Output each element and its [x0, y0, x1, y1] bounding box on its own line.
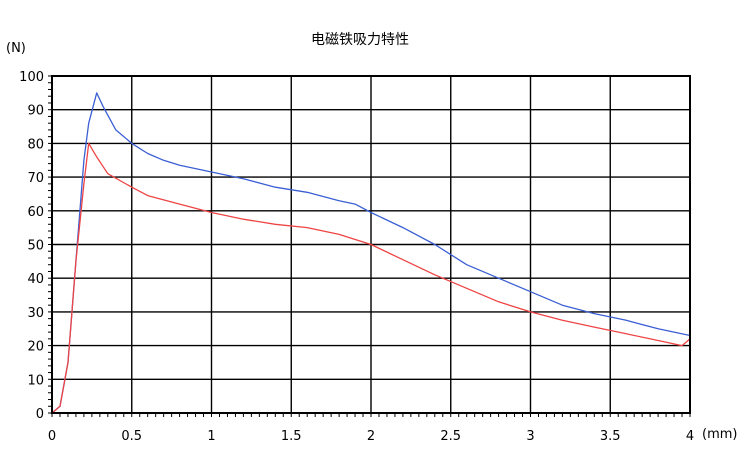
- x-tick-label: 1.5: [281, 429, 302, 444]
- chart-title: 电磁铁吸力特性: [311, 32, 409, 48]
- y-tick-label: 60: [27, 205, 44, 220]
- x-tick-label: 1: [207, 429, 215, 444]
- y-tick-label: 0: [36, 407, 44, 422]
- y-tick-label: 30: [27, 306, 44, 321]
- y-tick-label: 10: [27, 373, 44, 388]
- y-tick-labels: 0 10 20 30 40 50 60 70 80 90 100: [19, 70, 44, 422]
- y-tick-label: 50: [27, 239, 44, 254]
- y-tick-label: 20: [27, 340, 44, 355]
- minor-ticks: [48, 75, 691, 417]
- x-axis-unit: (mm): [702, 427, 737, 442]
- y-tick-label: 40: [27, 272, 44, 287]
- plot-area-border: [51, 75, 691, 414]
- series-group: [51, 92, 691, 414]
- x-tick-label: 2: [367, 429, 375, 444]
- y-tick-label: 80: [27, 137, 44, 152]
- x-tick-label: 3.5: [600, 429, 621, 444]
- x-tick-label: 4: [686, 429, 694, 444]
- series-line-1: [51, 92, 691, 414]
- y-tick-label: 100: [19, 70, 44, 85]
- x-tick-label: 0.5: [121, 429, 142, 444]
- x-tick-labels: 0 0.5 1 1.5 2 2.5 3 3.5 4: [48, 429, 694, 444]
- y-tick-label: 90: [27, 104, 44, 119]
- y-tick-label: 70: [27, 171, 44, 186]
- grid: [52, 76, 690, 413]
- y-axis-unit: (N): [6, 41, 26, 56]
- series-line-2: [51, 142, 691, 414]
- x-tick-label: 3: [526, 429, 534, 444]
- x-tick-label: 0: [48, 429, 56, 444]
- x-tick-label: 2.5: [440, 429, 461, 444]
